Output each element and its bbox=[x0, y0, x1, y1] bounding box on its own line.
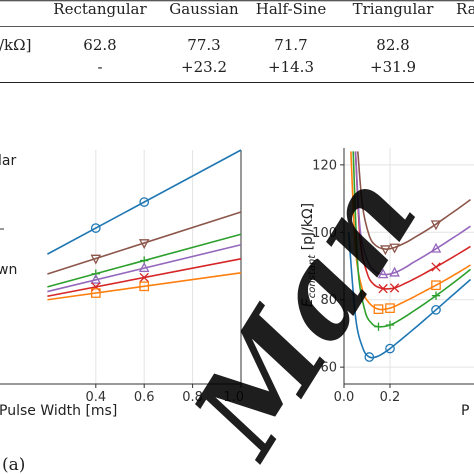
data-point-purple bbox=[138, 262, 150, 273]
chart-b-xlabel: P bbox=[461, 403, 469, 419]
series-line-brown bbox=[357, 151, 471, 250]
legend-fragment: lar bbox=[0, 153, 16, 169]
data-point-orange bbox=[431, 280, 441, 291]
data-point-brown bbox=[90, 254, 102, 265]
table-cell: 82.8 bbox=[376, 36, 409, 54]
data-point-orange bbox=[90, 288, 101, 298]
table-cell: 62.8 bbox=[83, 36, 116, 54]
x-tick-label: 0.6 bbox=[134, 390, 155, 405]
y-tick-label: 60 bbox=[320, 361, 337, 376]
chart-b-ylabel: Econstant [pJ/kΩ] bbox=[300, 203, 318, 307]
caption-a: (a) bbox=[2, 455, 25, 474]
chart-b-series-clipped bbox=[347, 151, 472, 362]
data-point-orange bbox=[373, 304, 384, 315]
series-line-green bbox=[352, 151, 471, 328]
chart-pulse-width: 0.4 0.6 0.8 1.0 Pulse Width [ms] lar wn bbox=[0, 149, 244, 419]
x-tick-label: 1.0 bbox=[223, 390, 244, 405]
data-point-red bbox=[378, 283, 388, 294]
data-point-blue bbox=[431, 304, 441, 315]
chart-a-series bbox=[47, 149, 242, 301]
data-point-orange bbox=[385, 303, 395, 313]
data-point-green bbox=[385, 320, 395, 330]
data-point-brown bbox=[389, 243, 400, 254]
chart-b-ylabel-unit: [pJ/kΩ] bbox=[300, 203, 316, 255]
table-header-half-sine: Half-Sine bbox=[256, 0, 327, 18]
series-line-blue bbox=[47, 149, 242, 255]
series-line-red bbox=[354, 151, 471, 290]
data-point-green bbox=[91, 269, 100, 278]
table-header-triangular: Triangular bbox=[353, 0, 435, 18]
y-tick-label: 120 bbox=[312, 158, 337, 173]
series-line-purple bbox=[354, 151, 471, 276]
data-point-brown bbox=[430, 220, 442, 231]
table-header-gaussian: Gaussian bbox=[169, 0, 239, 18]
table-row-label: /kΩ] bbox=[0, 36, 31, 54]
table-cell: +14.3 bbox=[268, 58, 314, 76]
table-cell: +23.2 bbox=[181, 58, 227, 76]
data-point-red bbox=[389, 283, 400, 293]
data-point-purple bbox=[377, 268, 389, 279]
legend-fragment: wn bbox=[0, 262, 17, 278]
x-tick-label: 0.8 bbox=[182, 390, 203, 405]
series-line-orange bbox=[350, 151, 471, 311]
y-tick-label: 80 bbox=[320, 293, 337, 308]
series-line-orange bbox=[47, 272, 242, 301]
y-tick-label: 100 bbox=[312, 226, 337, 241]
chart-b-grid bbox=[343, 148, 474, 385]
chart-e-constant: 60 80 100 120 0.0 0.2 P Econstant [pJ/kΩ] bbox=[300, 148, 474, 419]
series-line-brown bbox=[47, 211, 242, 275]
data-point-red bbox=[91, 282, 101, 292]
series-line-purple bbox=[47, 243, 242, 293]
data-point-purple bbox=[389, 266, 400, 277]
chart-a-x-ticks: 0.4 0.6 0.8 1.0 bbox=[85, 384, 244, 405]
x-tick-label: 0.2 bbox=[380, 390, 401, 405]
table-cell: - bbox=[97, 58, 102, 76]
chart-b-series bbox=[347, 151, 472, 362]
x-tick-label: 0.0 bbox=[334, 390, 355, 405]
data-point-blue bbox=[385, 343, 395, 354]
x-tick-label: 0.4 bbox=[85, 390, 106, 405]
chart-b-ticks: 60 80 100 120 0.0 0.2 bbox=[312, 158, 400, 405]
data-point-blue bbox=[364, 352, 375, 362]
data-point-orange bbox=[139, 281, 150, 292]
data-point-brown bbox=[138, 239, 150, 250]
table-cell: 77.3 bbox=[187, 36, 220, 54]
chart-a-grid bbox=[0, 150, 242, 385]
data-point-green bbox=[431, 291, 441, 300]
data-point-red bbox=[139, 272, 149, 283]
data-point-purple bbox=[90, 273, 102, 284]
chart-a-xlabel: Pulse Width [ms] bbox=[0, 403, 117, 419]
data-point-red bbox=[431, 262, 441, 272]
data-point-blue bbox=[139, 197, 150, 207]
watermark: Man bbox=[165, 150, 445, 474]
table-header-rectangular: Rectangular bbox=[53, 0, 147, 18]
data-point-brown bbox=[380, 245, 391, 256]
data-point-green bbox=[374, 322, 383, 331]
summary-table: Rectangular Gaussian Half-Sine Triangula… bbox=[0, 0, 474, 83]
data-point-blue bbox=[90, 223, 101, 233]
data-point-purple bbox=[430, 242, 442, 253]
table-header-ra: Ra bbox=[456, 0, 474, 18]
series-line-blue bbox=[347, 232, 472, 359]
table-cell: +31.9 bbox=[370, 58, 416, 76]
table-cell: 71.7 bbox=[274, 36, 307, 54]
